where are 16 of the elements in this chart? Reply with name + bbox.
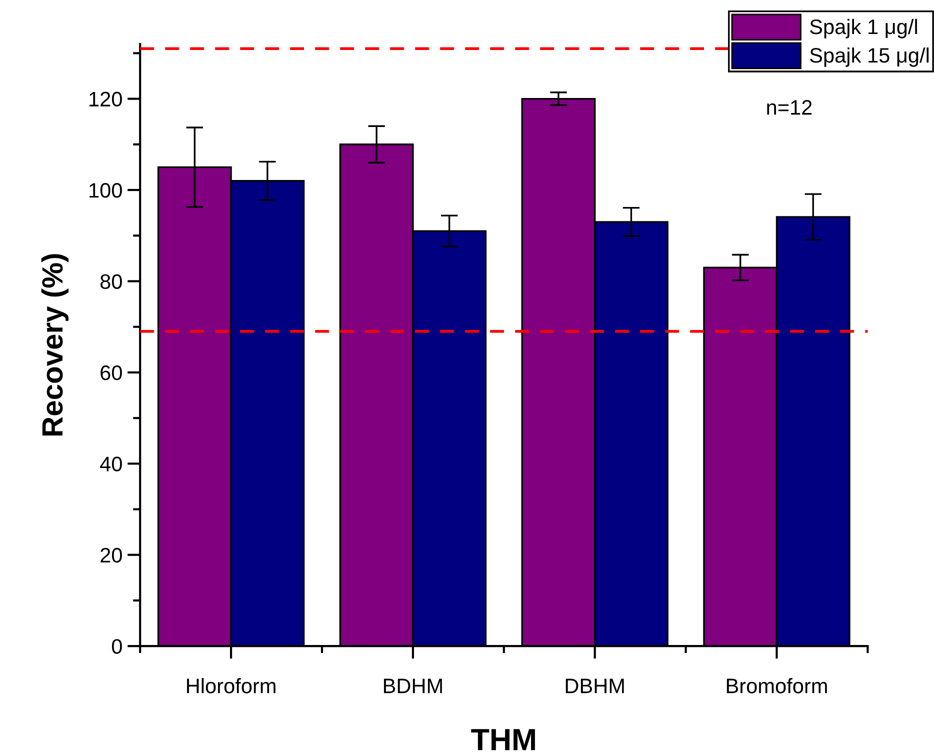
y-tick-label: 100 — [90, 182, 122, 198]
x-tick-label: Bromoform — [726, 678, 827, 694]
x-tick-label: DBHM — [566, 678, 624, 694]
y-axis-title: Recovery (%) — [41, 254, 69, 436]
y-tick-label: 20 — [100, 548, 122, 563]
legend-label: Spajk 1 μg/l — [810, 18, 917, 38]
y-tick-label: 80 — [100, 274, 122, 289]
y-tick-label: 120 — [90, 92, 122, 107]
x-tick-label: BDHM — [384, 678, 442, 694]
x-axis-title: THM — [471, 729, 535, 750]
y-tick-label: 40 — [100, 456, 122, 472]
legend-label: Spajk 15 μg/l — [810, 47, 929, 67]
y-tick-label: 0 — [112, 639, 122, 654]
y-tick-label: 60 — [100, 365, 122, 380]
annotation: n=12 — [767, 100, 812, 115]
x-tick-label: Hloroform — [187, 678, 276, 694]
